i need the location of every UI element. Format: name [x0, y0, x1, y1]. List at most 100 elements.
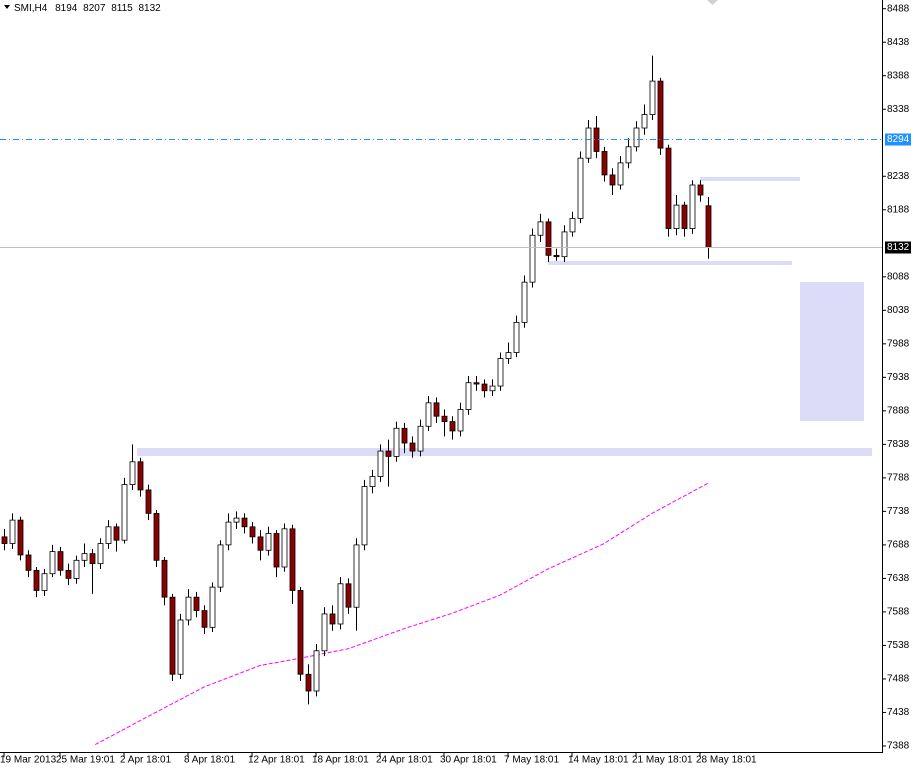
candle-body [73, 559, 80, 579]
x-tick-label: 18 Apr 18:01 [312, 755, 369, 766]
candle-body [313, 650, 320, 692]
candle-body [49, 551, 56, 575]
last-low: 8115 [111, 3, 133, 14]
candle-body [113, 526, 120, 541]
candle-body [105, 526, 112, 544]
x-tick-label: 21 May 18:01 [632, 755, 693, 766]
x-tick-label: 19 Mar 2013 [0, 755, 57, 766]
y-tick-label: 8388 [887, 70, 910, 81]
candle-body [441, 415, 448, 422]
candle-body [233, 517, 240, 523]
x-tick-label: 8 Apr 18:01 [184, 755, 236, 766]
candle-body [33, 569, 40, 591]
candle-body [305, 673, 312, 692]
candle-body [545, 221, 552, 256]
y-tick-label: 7438 [887, 707, 910, 718]
chart-header: SMI,H4 8194 8207 8115 8132 [14, 3, 161, 14]
candle-body [489, 385, 496, 392]
candle-body [265, 533, 272, 551]
candle-body [585, 127, 592, 159]
y-tick-label: 7588 [887, 607, 910, 618]
shift-marker [707, 0, 718, 5]
y-tick-label: 7788 [887, 473, 910, 484]
y-tick-label: 7638 [887, 573, 910, 584]
y-tick-label: 7738 [887, 506, 910, 517]
y-tick-label: 7388 [887, 741, 910, 752]
candle-body [345, 583, 352, 608]
candle-body [89, 553, 96, 565]
x-tick-label: 24 Apr 18:01 [376, 755, 433, 766]
candle-body [201, 610, 208, 628]
y-tick-label: 7888 [887, 405, 910, 416]
candle-body [649, 80, 656, 116]
candle-body [409, 442, 416, 452]
y-tick-label: 7488 [887, 674, 910, 685]
candle-body [1, 536, 8, 544]
candle-body [625, 146, 632, 164]
candle-body [561, 231, 568, 258]
candle-body [673, 204, 680, 229]
candle-body [137, 461, 144, 491]
candle-body [289, 528, 296, 591]
candle-body [433, 402, 440, 417]
candle-body [361, 486, 368, 546]
y-tick-label: 7938 [887, 372, 910, 383]
candle-body [121, 484, 128, 541]
candle-body [393, 427, 400, 457]
candle-body [297, 590, 304, 675]
zone-rectangle [548, 261, 792, 265]
moving-average [94, 482, 709, 746]
y-tick-label: 8488 [887, 3, 910, 14]
candle-body [329, 613, 336, 625]
candle-body [193, 596, 200, 611]
y-tick-label: 8438 [887, 37, 910, 48]
candle-body [601, 151, 608, 176]
candle-body [65, 569, 72, 579]
candle-body [425, 402, 432, 427]
candle-body [529, 234, 536, 283]
candle-body [25, 554, 32, 571]
candle-body [97, 543, 104, 565]
y-tick-label: 8338 [887, 104, 910, 115]
candle-body [41, 573, 48, 591]
candle-body [513, 321, 520, 353]
y-tick-label: 8088 [887, 271, 910, 282]
y-tick-label: 7988 [887, 338, 910, 349]
candle-body [521, 281, 528, 323]
candle-body [17, 519, 24, 556]
candle-body [689, 184, 696, 229]
last-close: 8132 [138, 3, 161, 14]
x-tick-label: 28 May 18:01 [696, 755, 757, 766]
candle-body [617, 162, 624, 186]
price-label-box [885, 133, 911, 146]
candle-body [401, 427, 408, 444]
y-tick-label: 7538 [887, 640, 910, 651]
x-tick-label: 30 Apr 18:01 [440, 755, 497, 766]
candle-body [145, 489, 152, 514]
candle-body [281, 528, 288, 568]
candle-body [225, 521, 232, 546]
x-tick-label: 14 May 18:01 [568, 755, 629, 766]
price-label: 8132 [887, 242, 910, 253]
candle-body [169, 596, 176, 675]
symbol: SMI,H4 [14, 3, 48, 14]
candle-body [353, 544, 360, 608]
candle-body [369, 476, 376, 487]
zone-rectangle [800, 282, 864, 421]
candle-body [481, 383, 488, 392]
candle-body [577, 157, 584, 219]
candle-body [505, 352, 512, 359]
candle-body [377, 450, 384, 477]
candle-body [497, 358, 504, 387]
candle-body [537, 221, 544, 236]
candle-body [609, 174, 616, 186]
y-tick-label: 8238 [887, 171, 910, 182]
zone-rectangle [700, 177, 800, 181]
candle-body [209, 586, 216, 628]
y-tick-label: 7688 [887, 540, 910, 551]
candle-body [697, 184, 704, 196]
candle-body [177, 619, 184, 675]
candle-body [417, 425, 424, 452]
